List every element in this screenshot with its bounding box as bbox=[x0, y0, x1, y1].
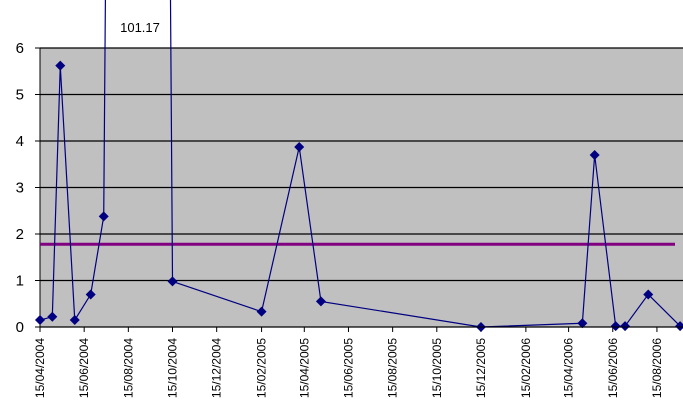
x-tick-label: 15/04/2006 bbox=[562, 338, 576, 398]
x-tick-label: 15/08/2005 bbox=[386, 338, 400, 398]
marker bbox=[256, 306, 267, 317]
y-tick-label: 2 bbox=[16, 226, 24, 243]
marker bbox=[55, 60, 66, 71]
marker bbox=[69, 315, 80, 326]
x-tick-label: 15/02/2006 bbox=[519, 338, 533, 398]
x-tick-label: 15/10/2004 bbox=[166, 338, 180, 398]
y-tick-label: 5 bbox=[16, 87, 24, 104]
x-tick-label: 15/04/2004 bbox=[33, 338, 47, 398]
x-tick-label: 15/08/2004 bbox=[121, 338, 135, 398]
x-tick-label: 15/06/2004 bbox=[77, 338, 91, 398]
y-tick-label: 4 bbox=[16, 133, 24, 150]
x-tick-label: 15/06/2006 bbox=[606, 338, 620, 398]
marker bbox=[643, 289, 654, 300]
marker bbox=[35, 315, 45, 326]
x-tick-label: 15/04/2005 bbox=[297, 338, 311, 398]
marker bbox=[167, 276, 178, 287]
x-tick-label: 15/08/2006 bbox=[650, 338, 664, 398]
marker bbox=[315, 296, 326, 307]
marker bbox=[577, 318, 588, 329]
y-tick-label: 3 bbox=[16, 180, 24, 197]
marker bbox=[589, 149, 600, 160]
x-tick-label: 15/02/2005 bbox=[255, 338, 269, 398]
x-tick-label: 15/10/2005 bbox=[430, 338, 444, 398]
y-tick-label: 1 bbox=[16, 273, 24, 290]
y-tick-label: 0 bbox=[16, 319, 24, 336]
x-tick-label: 15/06/2005 bbox=[341, 338, 355, 398]
marker bbox=[620, 321, 631, 332]
marker bbox=[47, 311, 58, 322]
marker bbox=[85, 289, 96, 300]
x-tick-label: 15/12/2005 bbox=[474, 338, 488, 398]
marker bbox=[98, 211, 109, 222]
marker bbox=[294, 142, 305, 153]
marker bbox=[675, 321, 683, 332]
y-tick-label: 6 bbox=[16, 40, 24, 57]
x-tick-label: 15/12/2004 bbox=[210, 338, 224, 398]
marker bbox=[610, 321, 621, 332]
annotation: 101.17 bbox=[120, 20, 160, 35]
